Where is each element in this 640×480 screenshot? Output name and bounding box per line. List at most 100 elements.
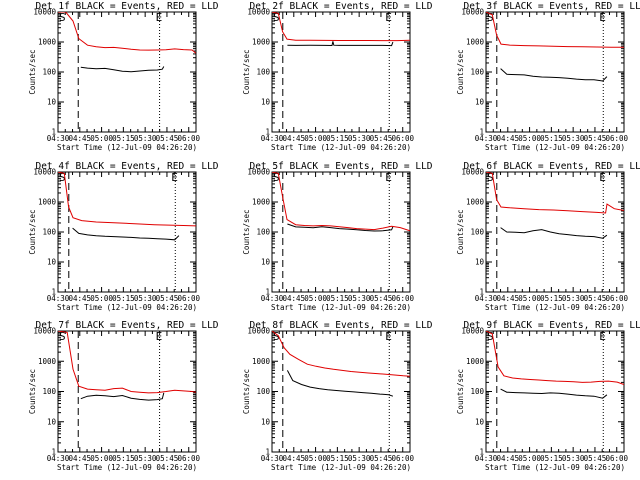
x-tick-label: 04:45 [283,134,306,143]
end-marker: E [385,330,392,343]
detector-panel-2: Det 2f BLACK = Events, RED = LLD 1 10 100 10… [242,1,433,152]
y-tick-label: 1000 [466,357,485,366]
start-marker: S [487,171,494,184]
events-series-line [500,68,608,82]
x-tick-label: 06:00 [177,294,200,303]
lld-series-line [486,172,624,214]
y-axis-label: Counts/sec [28,209,37,254]
y-tick-label: 1000 [38,198,57,207]
x-tick-label: 05:45 [370,454,393,463]
x-tick-label: 05:15 [326,294,349,303]
x-tick-label: 05:30 [134,454,157,463]
start-marker: S [273,330,280,343]
end-marker: E [599,11,606,24]
panel-title: Det 1f BLACK = Events, RED = LLD [35,1,218,12]
y-tick-label: 100 [256,387,270,396]
x-tick-label: 05:45 [156,454,179,463]
y-tick-label: 10 [261,258,271,267]
detector-panel-5: Det 5f BLACK = Events, RED = LLD 1 10 100 10… [242,161,433,312]
x-tick-label: 05:45 [584,454,607,463]
x-tick-label: 04:30 [475,134,498,143]
x-axis-label: Start Time (12-Jul-09 04:26:20) [271,463,411,472]
x-axis-label: Start Time (12-Jul-09 04:26:20) [485,143,625,152]
x-tick-label: 05:30 [134,134,157,143]
detector-panel-7: Det 7f BLACK = Events, RED = LLD 1 10 100 10… [28,320,219,472]
panel-title: Det 9f BLACK = Events, RED = LLD [463,320,640,331]
x-tick-label: 04:45 [69,454,92,463]
x-tick-label: 04:45 [497,134,520,143]
x-tick-label: 05:00 [90,454,113,463]
x-tick-label: 06:00 [391,134,414,143]
events-series-line [72,227,180,241]
detector-panel-8: Det 8f BLACK = Events, RED = LLD 1 10 100 10… [242,320,433,472]
x-tick-label: 04:30 [261,294,284,303]
x-tick-label: 06:00 [177,134,200,143]
events-series-line [500,227,608,239]
x-tick-label: 04:30 [47,134,70,143]
y-tick-label: 10 [47,98,57,107]
events-series-line [287,41,394,47]
x-tick-label: 05:15 [112,134,135,143]
y-tick-label: 10 [475,417,485,426]
y-tick-label: 10000 [33,8,56,17]
detector-panel-4: Det 4f BLACK = Events, RED = LLD 1 10 100 10… [28,161,219,312]
y-tick-label: 10000 [33,168,56,177]
lld-series-line [272,331,410,377]
lld-series-line [58,172,196,227]
x-tick-label: 05:15 [326,454,349,463]
events-series-line [80,66,165,73]
y-axis-label: Counts/sec [456,49,465,94]
x-tick-label: 05:15 [326,134,349,143]
x-tick-label: 06:00 [605,294,628,303]
end-marker: E [385,171,392,184]
x-axis-label: Start Time (12-Jul-09 04:26:20) [57,463,197,472]
x-tick-label: 05:30 [348,294,371,303]
x-tick-label: 05:45 [370,134,393,143]
lld-series-line [486,331,624,385]
y-tick-label: 10000 [461,8,484,17]
y-tick-label: 1 [265,128,270,137]
x-tick-label: 04:30 [475,454,498,463]
y-tick-label: 1 [265,288,270,297]
end-marker: E [385,11,392,24]
x-axis-label: Start Time (12-Jul-09 04:26:20) [485,303,625,312]
y-tick-label: 100 [42,387,56,396]
panel-title: Det 6f BLACK = Events, RED = LLD [463,161,640,172]
x-tick-label: 06:00 [391,294,414,303]
panel-title: Det 8f BLACK = Events, RED = LLD [249,320,432,331]
x-tick-label: 05:45 [584,134,607,143]
lld-series-line [272,12,410,42]
y-tick-label: 1 [479,288,484,297]
start-marker: S [59,11,66,24]
y-tick-label: 1000 [466,198,485,207]
y-tick-label: 10000 [247,8,270,17]
x-tick-label: 05:00 [518,294,541,303]
events-series-line [500,388,608,399]
y-tick-label: 10 [261,417,271,426]
x-tick-label: 04:45 [497,294,520,303]
start-marker: S [487,330,494,343]
start-marker: S [487,11,494,24]
x-tick-label: 04:45 [497,454,520,463]
x-tick-label: 05:45 [370,294,393,303]
x-tick-label: 05:15 [112,294,135,303]
y-tick-label: 1000 [466,38,485,47]
y-tick-label: 10 [475,258,485,267]
lld-series-line [58,12,196,54]
lld-series-line [58,331,196,394]
panel-title: Det 3f BLACK = Events, RED = LLD [463,1,640,12]
start-marker: S [273,11,280,24]
x-axis-label: Start Time (12-Jul-09 04:26:20) [57,143,197,152]
x-tick-label: 05:00 [518,454,541,463]
x-tick-label: 06:00 [177,454,200,463]
x-tick-label: 04:30 [47,294,70,303]
panel-title: Det 4f BLACK = Events, RED = LLD [35,161,218,172]
detector-panel-3: Det 3f BLACK = Events, RED = LLD 1 10 100 10… [456,1,640,152]
x-tick-label: 04:30 [261,454,284,463]
y-tick-label: 10 [47,258,57,267]
events-series-line [286,370,394,397]
x-tick-label: 05:15 [112,454,135,463]
x-tick-label: 04:45 [283,454,306,463]
y-axis-label: Counts/sec [456,369,465,414]
